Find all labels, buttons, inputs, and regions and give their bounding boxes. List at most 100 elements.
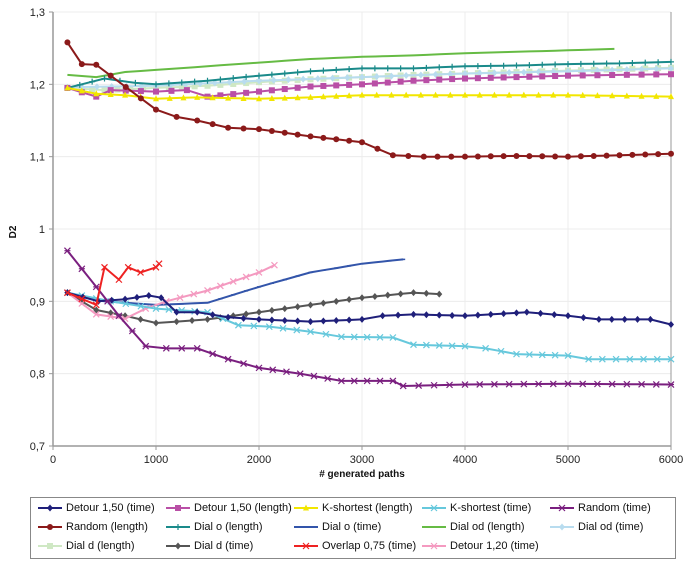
data-point bbox=[225, 94, 232, 101]
data-point bbox=[565, 61, 571, 68]
legend-swatch-icon bbox=[422, 542, 446, 550]
data-point bbox=[333, 297, 340, 305]
data-point bbox=[283, 368, 290, 376]
data-point bbox=[270, 76, 277, 84]
legend-label: Dial o (length) bbox=[194, 521, 263, 533]
data-point bbox=[436, 311, 443, 319]
legend-swatch-icon bbox=[38, 524, 62, 530]
data-point bbox=[491, 380, 498, 388]
data-point bbox=[420, 153, 427, 160]
legend-item-random-length: Random (length) bbox=[37, 521, 148, 533]
data-point bbox=[537, 309, 544, 317]
data-point bbox=[124, 263, 132, 271]
data-point bbox=[500, 310, 507, 318]
data-point bbox=[307, 328, 314, 336]
x-tick-labels: 0 1000 2000 3000 4000 5000 6000 bbox=[50, 454, 683, 466]
data-point bbox=[388, 91, 395, 98]
data-point bbox=[107, 313, 115, 320]
data-point bbox=[78, 61, 85, 68]
data-point bbox=[320, 134, 327, 141]
data-point bbox=[435, 342, 443, 349]
data-point bbox=[616, 152, 623, 159]
data-point bbox=[194, 117, 201, 124]
data-point bbox=[256, 308, 262, 316]
data-point bbox=[229, 278, 237, 285]
legend: Detour 1,50 (time) Detour 1,50 (length) K-… bbox=[30, 497, 676, 559]
data-point bbox=[230, 80, 237, 87]
legend-item-dial-od-time: Dial od (time) bbox=[549, 521, 643, 533]
data-point bbox=[224, 355, 232, 363]
data-point bbox=[417, 91, 424, 98]
data-point bbox=[430, 504, 438, 512]
data-point bbox=[243, 310, 250, 318]
data-point bbox=[410, 65, 417, 72]
legend-item-dial-d-time: Dial d (time) bbox=[165, 540, 253, 552]
data-point bbox=[603, 60, 610, 67]
data-point bbox=[165, 84, 172, 91]
data-point bbox=[432, 91, 439, 98]
data-point bbox=[638, 380, 645, 388]
data-point bbox=[579, 380, 587, 388]
data-point bbox=[487, 310, 494, 318]
data-point bbox=[397, 290, 404, 298]
data-point bbox=[137, 95, 144, 102]
legend-label: Dial d (length) bbox=[66, 540, 135, 552]
data-point bbox=[78, 265, 86, 273]
data-point bbox=[609, 66, 616, 74]
legend-label: Dial od (length) bbox=[450, 521, 525, 533]
data-point bbox=[307, 83, 314, 90]
x-tick-label: 4000 bbox=[453, 454, 477, 466]
data-point bbox=[294, 303, 301, 311]
data-point bbox=[371, 292, 378, 300]
data-point bbox=[525, 351, 533, 358]
y-tick-labels: 0,7 0,8 0,9 1 1,1 1,2 1,3 bbox=[30, 7, 45, 453]
data-point bbox=[526, 153, 533, 160]
legend-label: Random (length) bbox=[66, 521, 148, 533]
y-tick-label: 0,9 bbox=[30, 296, 45, 308]
data-point bbox=[243, 89, 250, 96]
data-point bbox=[346, 81, 353, 88]
data-point bbox=[294, 84, 301, 91]
data-point bbox=[539, 153, 546, 160]
data-point bbox=[539, 73, 546, 80]
data-point bbox=[294, 317, 301, 325]
legend-label: Detour 1,20 (time) bbox=[450, 540, 539, 552]
data-point bbox=[191, 83, 198, 90]
data-point bbox=[359, 91, 365, 98]
data-point bbox=[92, 301, 100, 309]
y-tick-label: 0,8 bbox=[30, 369, 45, 381]
data-point bbox=[577, 60, 584, 67]
data-point bbox=[564, 380, 572, 388]
data-point bbox=[194, 308, 201, 316]
data-point bbox=[653, 355, 661, 363]
series-overlap-0-75-time bbox=[63, 260, 163, 309]
data-point bbox=[513, 309, 520, 317]
data-point bbox=[474, 311, 481, 319]
data-point bbox=[256, 72, 262, 79]
data-point bbox=[577, 153, 584, 160]
data-point bbox=[137, 302, 145, 310]
data-point bbox=[609, 72, 616, 79]
data-point bbox=[173, 308, 180, 316]
series-group bbox=[63, 39, 675, 390]
data-point bbox=[322, 330, 330, 338]
data-point bbox=[410, 341, 417, 349]
x-axis-title: # generated paths bbox=[319, 469, 405, 480]
data-point bbox=[565, 72, 571, 79]
data-point bbox=[281, 305, 288, 313]
data-point bbox=[193, 344, 201, 352]
data-point bbox=[487, 74, 494, 81]
data-point bbox=[127, 86, 134, 93]
data-point bbox=[302, 542, 310, 550]
data-point bbox=[133, 293, 140, 301]
data-point bbox=[623, 92, 630, 99]
data-point bbox=[307, 93, 314, 100]
data-point bbox=[500, 153, 507, 160]
y-tick-label: 1,1 bbox=[30, 152, 45, 164]
legend-label: Random (time) bbox=[578, 502, 651, 514]
data-point bbox=[344, 74, 351, 82]
data-point bbox=[558, 504, 566, 512]
line-chart: 0,7 0,8 0,9 1 1,1 1,2 1,3 0 1000 2000 3000 4000 500… bbox=[8, 7, 683, 480]
data-point bbox=[668, 64, 674, 72]
data-point bbox=[621, 315, 628, 323]
